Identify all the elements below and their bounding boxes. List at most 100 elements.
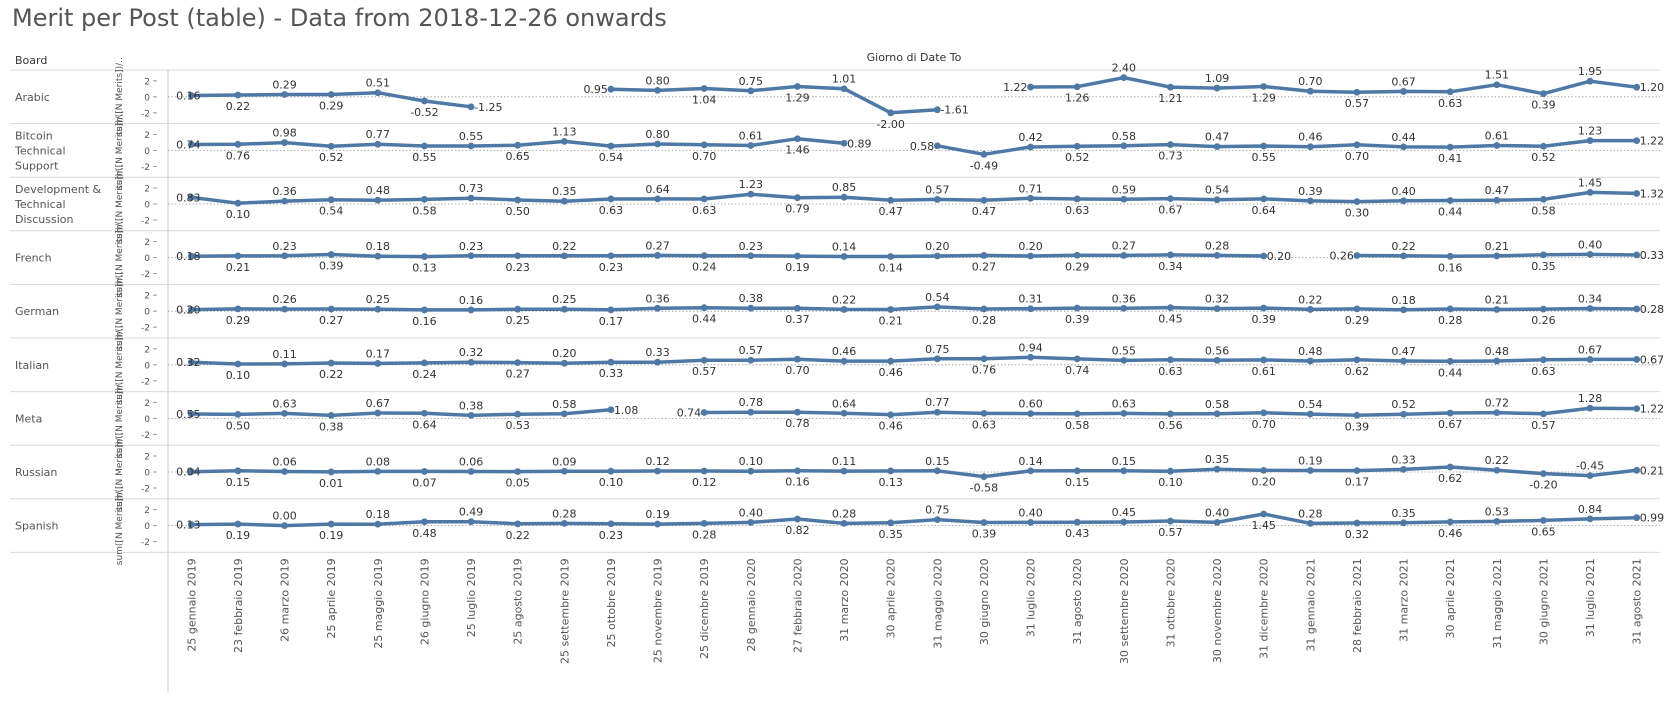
x-tick-label: 25 gennaio 2019 (185, 558, 198, 651)
data-point (1353, 88, 1361, 96)
data-label: 0.54 (925, 291, 950, 304)
data-label: 0.70 (1298, 75, 1323, 88)
data-label: 0.27 (505, 368, 530, 381)
data-point (1586, 189, 1594, 196)
data-label: 0.13 (412, 262, 437, 275)
data-point (1446, 88, 1454, 96)
data-point (1027, 305, 1034, 313)
data-label: 0.13 (176, 519, 201, 532)
data-point (514, 196, 522, 204)
data-point (1540, 470, 1547, 477)
x-tick-label: 27 febbraio 2020 (791, 558, 804, 653)
data-point (794, 83, 801, 90)
data-label: 0.05 (505, 477, 530, 490)
data-point (1073, 518, 1081, 526)
data-label: 0.57 (739, 344, 764, 357)
data-point (514, 252, 522, 260)
x-tick-label: 31 agosto 2021 (1631, 558, 1644, 644)
data-label: 0.19 (226, 529, 251, 542)
data-point (327, 142, 335, 150)
data-point (374, 305, 382, 313)
data-label: 0.10 (739, 455, 764, 468)
data-label: 0.63 (1158, 365, 1183, 378)
data-label: 0.65 (1531, 525, 1556, 538)
data-point (1306, 357, 1314, 365)
data-label: 0.10 (226, 369, 251, 382)
data-point (1353, 198, 1361, 206)
data-point (700, 252, 708, 260)
data-label: 0.42 (1018, 131, 1043, 144)
data-point (1073, 304, 1081, 312)
data-point (1633, 405, 1641, 413)
data-label: 1.04 (692, 93, 717, 106)
data-point (1353, 411, 1361, 419)
x-tick-label: 30 settembre 2020 (1118, 558, 1131, 664)
data-label: 0.48 (1485, 345, 1510, 358)
data-point (560, 519, 568, 527)
data-point (467, 358, 475, 366)
data-point (1306, 410, 1314, 418)
data-label: 0.71 (1018, 182, 1043, 195)
data-label: 0.11 (832, 455, 857, 468)
y-axis-label: sum([N Merits])/.. (115, 325, 125, 404)
data-point (1213, 305, 1221, 313)
y-tick-label: 2 (144, 506, 150, 516)
data-point (747, 190, 755, 198)
data-label: 0.17 (366, 347, 391, 360)
data-label: 1.23 (1578, 125, 1603, 138)
data-point (747, 408, 755, 416)
data-point (1353, 305, 1361, 313)
data-label: 0.80 (645, 128, 670, 141)
data-point (1260, 510, 1268, 518)
data-point (327, 251, 335, 258)
data-label: 0.40 (1205, 506, 1230, 519)
data-point (840, 409, 848, 417)
data-point (933, 467, 941, 475)
data-label: 0.75 (925, 343, 950, 356)
data-point (747, 467, 755, 475)
data-label: -2.00 (876, 118, 904, 131)
data-label: 0.19 (319, 529, 344, 542)
data-point (1027, 194, 1034, 202)
y-tick-label: 0 (144, 93, 150, 103)
data-label: 0.70 (692, 150, 717, 163)
data-label: 0.56 (1158, 419, 1183, 432)
data-point (234, 467, 242, 475)
data-label: 0.43 (1065, 527, 1090, 540)
data-point (467, 306, 475, 314)
y-tick-label: -2 (141, 163, 150, 173)
data-label: 0.77 (366, 128, 391, 141)
data-point (1306, 87, 1314, 95)
data-label: 2.40 (1112, 62, 1137, 75)
data-label: 0.09 (552, 455, 577, 468)
data-label: 0.47 (1485, 184, 1510, 197)
data-point (607, 195, 615, 203)
data-point (980, 252, 988, 259)
data-point (654, 520, 661, 528)
board-label-development-technical-discussion: Technical (14, 198, 66, 211)
data-point (281, 305, 288, 313)
y-tick-label: 0 (144, 308, 150, 318)
y-tick-label: -2 (141, 109, 150, 119)
data-point (467, 518, 475, 526)
board-label-meta: Meta (15, 412, 42, 425)
x-tick-label: 25 dicembre 2019 (698, 558, 711, 659)
x-tick-label: 31 luglio 2021 (1584, 558, 1597, 637)
data-label: 0.64 (1251, 204, 1276, 217)
data-point (421, 518, 428, 526)
data-label: 0.17 (1345, 476, 1370, 489)
data-label: 0.56 (1205, 344, 1230, 357)
data-point (1167, 467, 1174, 475)
data-point (794, 194, 801, 202)
data-point (1260, 195, 1268, 203)
data-label: 1.20 (1640, 81, 1665, 94)
data-label: 0.64 (832, 397, 857, 410)
x-tick-label: 25 luglio 2019 (465, 558, 478, 637)
data-label: 0.61 (1485, 130, 1510, 143)
data-point (1400, 143, 1407, 151)
data-point (1167, 304, 1174, 311)
x-tick-label: 31 gennaio 2021 (1304, 558, 1317, 651)
y-tick-label: 2 (144, 345, 150, 355)
data-point (840, 85, 848, 93)
